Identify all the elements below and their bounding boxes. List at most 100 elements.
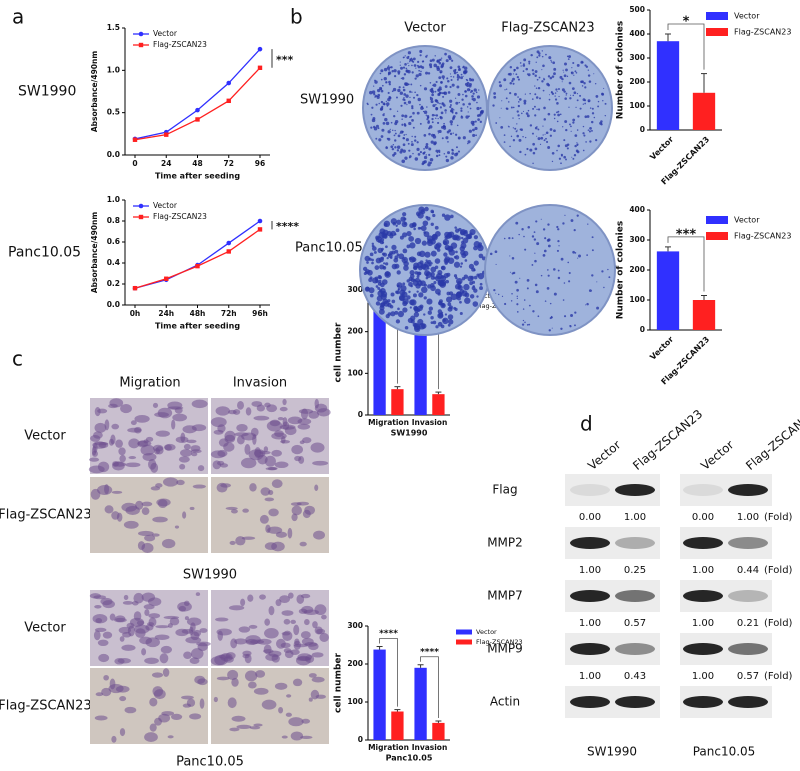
colony [528,323,531,326]
x-tick-label: Vector [648,135,675,162]
cell [275,599,282,607]
colony [500,125,504,129]
colony [431,210,435,214]
y-axis-label: Number of colonies [616,221,626,319]
colony [414,271,419,275]
colony [583,134,586,137]
colony [570,125,572,128]
colony [394,263,400,269]
colony [449,132,453,136]
band [615,537,655,549]
cell [210,417,227,428]
cell [294,638,300,646]
y-tick-label: 400 [629,205,645,214]
colony [388,69,390,71]
fold-value: 0.25 [624,565,646,576]
colony [508,125,510,128]
colony [412,293,417,298]
colony [440,324,445,329]
colony [397,88,401,93]
cell [190,449,202,454]
group-label: Panc10.05 [176,755,244,770]
colony [524,248,527,251]
cell [291,444,303,455]
band [683,590,723,602]
band [683,696,723,708]
colony [492,104,495,107]
y-tick-label: 0.2 [107,279,120,288]
cell [242,508,249,513]
colony [550,315,553,318]
cell [151,672,164,678]
colony [477,118,480,122]
colony [534,147,538,151]
colony [534,259,537,263]
cell [297,418,312,425]
cell [111,423,120,430]
cell [264,628,279,639]
cell [281,735,288,739]
colony [394,139,397,142]
colony [501,295,504,298]
colony [574,70,577,73]
column-label: Flag-ZSCAN23 [501,21,594,36]
colony [380,69,384,73]
colony [582,103,585,105]
colony [526,323,529,326]
colony [383,77,387,81]
colony [402,300,408,307]
colony [378,308,385,315]
colony [367,269,373,276]
colony [531,69,534,72]
bar [656,41,680,131]
colony [421,162,425,166]
cell [93,595,107,600]
cell [261,699,277,710]
colony [382,252,388,257]
colony [371,246,377,251]
colony [516,129,518,131]
cell [245,635,261,645]
cell [152,444,164,452]
colony [414,91,416,94]
cell [265,524,271,533]
cell [310,442,325,453]
colony [375,285,379,288]
colony [436,59,441,63]
colony [532,162,534,165]
colony [478,113,482,117]
colony [394,310,399,315]
cell [265,467,277,471]
colony [420,70,422,73]
colony [387,73,390,76]
colony [593,116,596,119]
colony [371,261,374,265]
colony [458,68,461,70]
colony [380,249,384,252]
cell [263,644,272,655]
colony [479,286,483,291]
colony [423,231,427,234]
colony [469,294,475,299]
cell [220,483,232,488]
cell [178,605,187,612]
colony [440,57,443,59]
colony [503,78,507,82]
colony [445,158,450,163]
colony [452,132,454,134]
colony [409,299,415,306]
colony [443,240,448,246]
colony [402,248,408,254]
colony [392,144,395,146]
colony [554,98,558,101]
colony [591,249,594,252]
colony [446,291,451,296]
colony [563,315,567,318]
colony [441,62,445,65]
x-tick-label: Invasion [412,743,448,752]
colony [396,253,400,257]
y-tick-label: 200 [629,265,645,274]
colony [563,71,565,73]
colony [543,249,547,253]
colony [439,102,441,105]
